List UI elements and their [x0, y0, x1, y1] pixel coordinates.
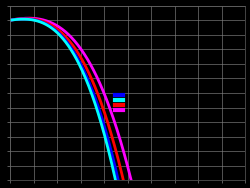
Legend: , , , : , , ,: [116, 94, 124, 112]
